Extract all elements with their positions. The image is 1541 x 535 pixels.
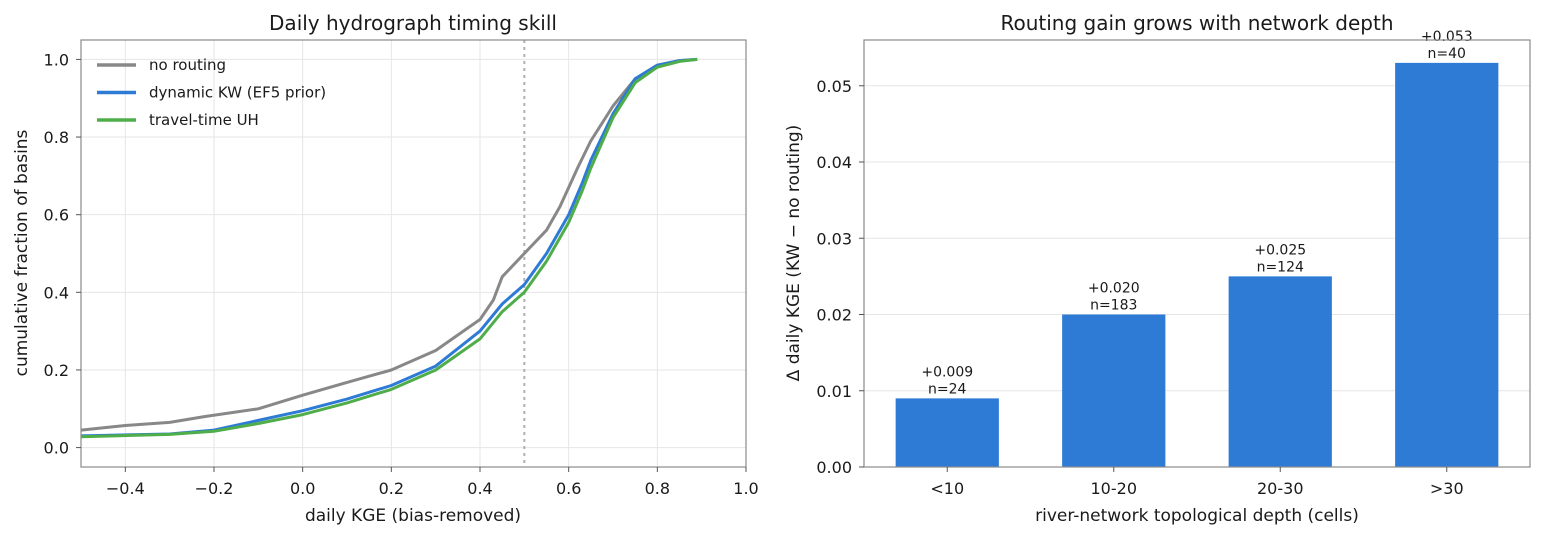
cdf-xtick-label: 0.8 (645, 479, 670, 498)
bar-count-label: n=183 (1090, 298, 1137, 314)
cdf-series-line (80, 57, 698, 432)
bar-xtick-label: <10 (930, 479, 964, 498)
cdf-ytick-label: 0.4 (44, 283, 69, 302)
cdf-ytick-label: 0.0 (44, 439, 69, 458)
cdf-series (80, 57, 698, 439)
bar-ytick-label: 0.02 (816, 306, 852, 325)
bar-ticks: 0.00 0.01 0.02 0.03 0.04 0.05 <10 10-20 20-30 >30 (816, 77, 1463, 498)
bar-value-label: +0.025 (1254, 242, 1306, 258)
cdf-xtick-label: 1.0 (733, 479, 758, 498)
cdf-series-line (80, 57, 698, 439)
cdf-frame (80, 39, 747, 468)
bar-value-label: +0.020 (1088, 281, 1140, 297)
bar-ytick-label: 0.05 (816, 77, 852, 96)
cdf-chart: Daily hydrograph timing skill −0.4 −0.2 0.… (12, 11, 759, 526)
bar-value-label: +0.053 (1421, 29, 1473, 45)
legend-entry: dynamic KW (EF5 prior) (149, 84, 326, 102)
bar (1395, 62, 1499, 467)
cdf-grid (81, 40, 747, 467)
bar-ytick-label: 0.01 (816, 382, 852, 401)
cdf-xtick-label: −0.2 (195, 479, 234, 498)
bar-xtick-label: 20-30 (1257, 479, 1304, 498)
legend-entry: no routing (149, 56, 226, 74)
bar-chart-title: Routing gain grows with network depth (1000, 11, 1393, 35)
cdf-xtick-label: 0.6 (556, 479, 581, 498)
bar-xlabel: river-network topological depth (cells) (1035, 506, 1359, 526)
legend-entry: travel-time UH (149, 111, 259, 129)
cdf-xtick-label: 0.4 (467, 479, 492, 498)
bar-xtick-label: 10-20 (1091, 479, 1138, 498)
cdf-legend: no routing dynamic KW (EF5 prior) travel-t… (97, 56, 326, 129)
bar-ytick-label: 0.04 (816, 153, 852, 172)
cdf-ytick-label: 0.2 (44, 361, 69, 380)
bar (895, 398, 999, 467)
cdf-xtick-label: −0.4 (106, 479, 145, 498)
cdf-xlabel: daily KGE (bias-removed) (305, 506, 521, 526)
bar-ytick-label: 0.00 (816, 458, 852, 477)
bar-frame (863, 39, 1531, 468)
cdf-ylabel: cumulative fraction of basins (12, 129, 32, 376)
bar-count-label: n=40 (1428, 46, 1466, 62)
bar-chart: Routing gain grows with network depth +0… (784, 11, 1531, 526)
bar (1228, 276, 1332, 467)
cdf-chart-title: Daily hydrograph timing skill (269, 11, 557, 35)
bar-count-label: n=24 (928, 381, 967, 397)
bar-count-label: n=124 (1257, 259, 1304, 275)
cdf-xtick-label: 0.2 (379, 479, 404, 498)
cdf-ytick-label: 0.6 (44, 206, 69, 225)
cdf-series-line (80, 57, 698, 438)
cdf-ytick-label: 0.8 (44, 128, 69, 147)
bar-value-label: +0.009 (921, 364, 973, 380)
cdf-xtick-label: 0.0 (290, 479, 315, 498)
cdf-ticks: −0.4 −0.2 0.0 0.2 0.4 0.6 0.8 1.0 0.0 0.2 0.4 0.6 0.… (44, 50, 759, 498)
bar-ytick-label: 0.03 (816, 229, 852, 248)
bar (1062, 314, 1166, 467)
bar-ylabel: Δ daily KGE (KW − no routing) (784, 125, 804, 382)
cdf-ytick-label: 1.0 (44, 50, 69, 69)
bar-xtick-label: >30 (1430, 479, 1464, 498)
